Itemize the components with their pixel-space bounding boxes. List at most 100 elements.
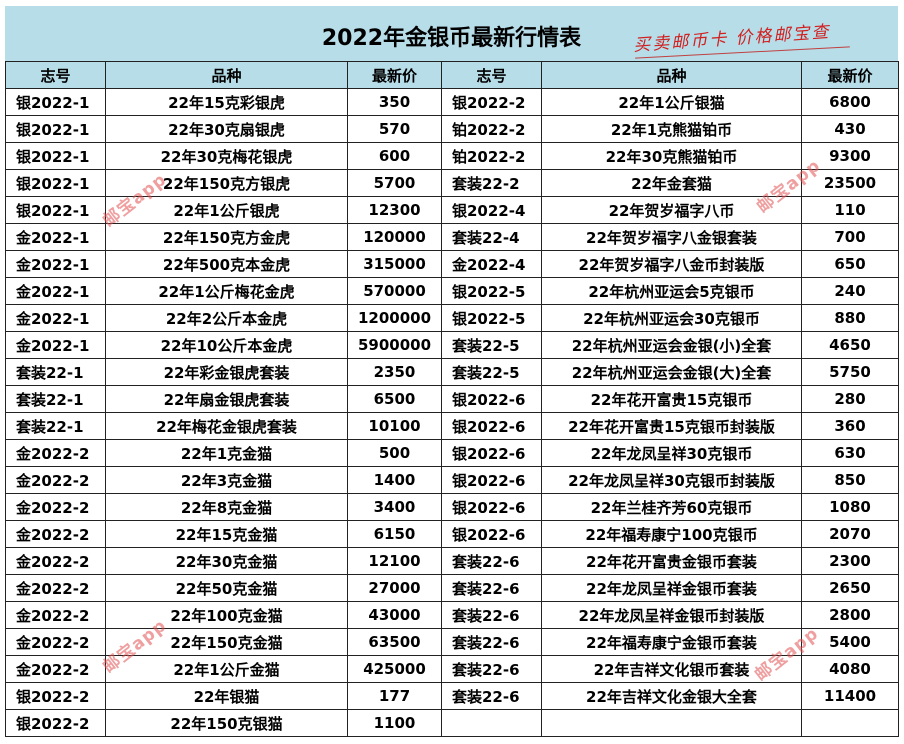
table-row: 银2022-1 22年15克彩银虎 350 银2022-2 22年1公斤银猫 6800 xyxy=(5,88,899,116)
table-body: 银2022-1 22年15克彩银虎 350 银2022-2 22年1公斤银猫 6800 银2… xyxy=(5,88,899,737)
cell-price-left: 350 xyxy=(347,88,442,116)
cell-price-right: 5750 xyxy=(801,358,899,386)
cell-price-left: 63500 xyxy=(347,628,442,656)
cell-code-left: 银2022-1 xyxy=(5,115,106,143)
cell-name-right: 22年30克熊猫铂币 xyxy=(541,142,802,170)
table-row: 金2022-2 22年100克金猫 43000 套装22-6 22年龙凤呈祥金银币封装版… xyxy=(5,601,899,629)
cell-price-right: 1080 xyxy=(801,493,899,521)
cell-code-left: 金2022-2 xyxy=(5,574,106,602)
table-row: 金2022-1 22年2公斤本金虎 1200000 银2022-5 22年杭州亚运会30… xyxy=(5,304,899,332)
cell-name-right: 22年杭州亚运会金银(小)全套 xyxy=(541,331,802,359)
cell-name-left: 22年彩金银虎套装 xyxy=(105,358,348,386)
cell-name-right: 22年兰桂齐芳60克银币 xyxy=(541,493,802,521)
cell-price-left: 3400 xyxy=(347,493,442,521)
table-row: 金2022-2 22年30克金猫 12100 套装22-6 22年花开富贵金银币套装 23… xyxy=(5,547,899,575)
cell-price-left: 12100 xyxy=(347,547,442,575)
header-price-right: 最新价 xyxy=(801,61,899,89)
cell-name-right: 22年龙凤呈祥金银币封装版 xyxy=(541,601,802,629)
cell-code-right: 套装22-2 xyxy=(441,169,542,197)
cell-name-left: 22年15克彩银虎 xyxy=(105,88,348,116)
cell-name-left: 22年150克方金虎 xyxy=(105,223,348,251)
table-row: 金2022-2 22年150克金猫 63500 套装22-6 22年福寿康宁金银币套装 5… xyxy=(5,628,899,656)
cell-code-right: 铂2022-2 xyxy=(441,115,542,143)
cell-price-left: 6150 xyxy=(347,520,442,548)
table-row: 套装22-1 22年彩金银虎套装 2350 套装22-5 22年杭州亚运会金银(大)全套… xyxy=(5,358,899,386)
cell-price-right: 2650 xyxy=(801,574,899,602)
cell-price-right: 11400 xyxy=(801,682,899,710)
cell-name-left: 22年30克金猫 xyxy=(105,547,348,575)
table-row: 银2022-1 22年30克梅花银虎 600 铂2022-2 22年30克熊猫铂币 930… xyxy=(5,142,899,170)
table-row: 金2022-2 22年50克金猫 27000 套装22-6 22年龙凤呈祥金银币套装 26… xyxy=(5,574,899,602)
cell-price-left: 120000 xyxy=(347,223,442,251)
cell-code-right: 套装22-4 xyxy=(441,223,542,251)
cell-price-right: 630 xyxy=(801,439,899,467)
cell-price-left: 2350 xyxy=(347,358,442,386)
cell-name-left: 22年3克金猫 xyxy=(105,466,348,494)
cell-code-left: 金2022-2 xyxy=(5,601,106,629)
cell-price-right: 23500 xyxy=(801,169,899,197)
cell-price-left: 1400 xyxy=(347,466,442,494)
title-bar: 2022年金银币最新行情表 买卖邮币卡 价格邮宝查 xyxy=(5,6,898,61)
cell-code-right xyxy=(441,709,542,737)
table-row: 金2022-2 22年8克金猫 3400 银2022-6 22年兰桂齐芳60克银币 108… xyxy=(5,493,899,521)
cell-name-left: 22年8克金猫 xyxy=(105,493,348,521)
table-row: 金2022-1 22年500克本金虎 315000 金2022-4 22年贺岁福字八金币… xyxy=(5,250,899,278)
cell-price-right xyxy=(801,709,899,737)
cell-code-right: 银2022-6 xyxy=(441,385,542,413)
cell-name-right: 22年龙凤呈祥30克银币 xyxy=(541,439,802,467)
cell-code-right: 银2022-6 xyxy=(441,520,542,548)
cell-code-right: 银2022-4 xyxy=(441,196,542,224)
cell-price-right: 9300 xyxy=(801,142,899,170)
header-price-left: 最新价 xyxy=(347,61,442,89)
cell-name-right: 22年花开富贵15克银币封装版 xyxy=(541,412,802,440)
cell-name-left: 22年30克扇银虎 xyxy=(105,115,348,143)
cell-price-right: 280 xyxy=(801,385,899,413)
cell-price-right: 5400 xyxy=(801,628,899,656)
cell-code-left: 金2022-1 xyxy=(5,250,106,278)
cell-code-right: 套装22-6 xyxy=(441,574,542,602)
cell-code-right: 金2022-4 xyxy=(441,250,542,278)
cell-price-right: 2070 xyxy=(801,520,899,548)
cell-price-right: 430 xyxy=(801,115,899,143)
table-row: 银2022-1 22年150克方银虎 5700 套装22-2 22年金套猫 23500 xyxy=(5,169,899,197)
cell-name-right: 22年杭州亚运会5克银币 xyxy=(541,277,802,305)
cell-price-left: 5700 xyxy=(347,169,442,197)
cell-price-left: 1200000 xyxy=(347,304,442,332)
cell-price-left: 500 xyxy=(347,439,442,467)
cell-price-right: 110 xyxy=(801,196,899,224)
cell-code-right: 套装22-5 xyxy=(441,358,542,386)
cell-price-right: 880 xyxy=(801,304,899,332)
cell-price-left: 12300 xyxy=(347,196,442,224)
cell-price-left: 600 xyxy=(347,142,442,170)
cell-code-left: 银2022-1 xyxy=(5,142,106,170)
cell-code-left: 套装22-1 xyxy=(5,412,106,440)
cell-name-right: 22年福寿康宁100克银币 xyxy=(541,520,802,548)
cell-name-right: 22年金套猫 xyxy=(541,169,802,197)
cell-name-left: 22年500克本金虎 xyxy=(105,250,348,278)
cell-name-left: 22年50克金猫 xyxy=(105,574,348,602)
price-table: 志号 品种 最新价 志号 品种 最新价 银2022-1 22年15克彩银虎 350 银… xyxy=(5,61,899,737)
cell-price-right: 4650 xyxy=(801,331,899,359)
table-row: 金2022-1 22年10公斤本金虎 5900000 套装22-5 22年杭州亚运会金银… xyxy=(5,331,899,359)
cell-code-left: 金2022-2 xyxy=(5,466,106,494)
cell-code-left: 银2022-2 xyxy=(5,682,106,710)
cell-code-right: 银2022-6 xyxy=(441,466,542,494)
cell-name-left: 22年30克梅花银虎 xyxy=(105,142,348,170)
cell-name-right: 22年杭州亚运会金银(大)全套 xyxy=(541,358,802,386)
cell-code-left: 金2022-1 xyxy=(5,331,106,359)
cell-name-right xyxy=(541,709,802,737)
cell-name-left: 22年1公斤金猫 xyxy=(105,655,348,683)
table-row: 银2022-1 22年1公斤银虎 12300 银2022-4 22年贺岁福字八币 110 xyxy=(5,196,899,224)
table-row: 套装22-1 22年梅花金银虎套装 10100 银2022-6 22年花开富贵15克银币… xyxy=(5,412,899,440)
cell-code-right: 铂2022-2 xyxy=(441,142,542,170)
cell-code-right: 银2022-5 xyxy=(441,304,542,332)
table-row: 金2022-1 22年150克方金虎 120000 套装22-4 22年贺岁福字八金银套… xyxy=(5,223,899,251)
cell-price-right: 360 xyxy=(801,412,899,440)
cell-name-right: 22年龙凤呈祥30克银币封装版 xyxy=(541,466,802,494)
cell-code-right: 套装22-6 xyxy=(441,547,542,575)
cell-code-left: 金2022-2 xyxy=(5,547,106,575)
cell-name-left: 22年10公斤本金虎 xyxy=(105,331,348,359)
cell-price-right: 650 xyxy=(801,250,899,278)
cell-code-left: 银2022-1 xyxy=(5,196,106,224)
cell-price-left: 177 xyxy=(347,682,442,710)
